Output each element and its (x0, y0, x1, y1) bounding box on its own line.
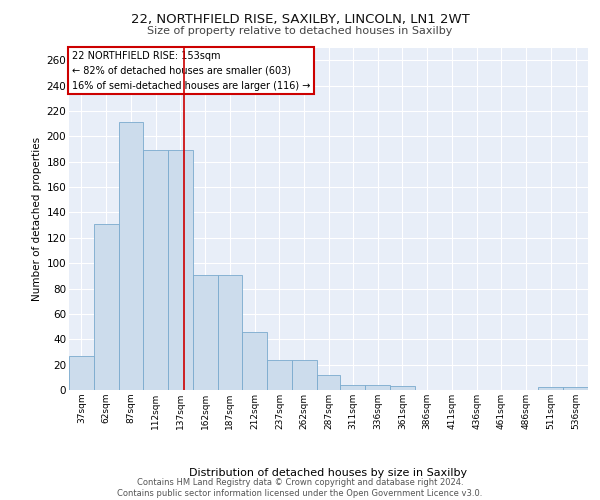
Text: Size of property relative to detached houses in Saxilby: Size of property relative to detached ho… (148, 26, 452, 36)
Text: 22 NORTHFIELD RISE: 153sqm
← 82% of detached houses are smaller (603)
16% of sem: 22 NORTHFIELD RISE: 153sqm ← 82% of deta… (71, 51, 310, 90)
Bar (317, 375, 340, 390)
Bar (69, 356, 94, 390)
Bar (168, 150, 193, 390)
Text: Contains HM Land Registry data © Crown copyright and database right 2024.
Contai: Contains HM Land Registry data © Crown c… (118, 478, 482, 498)
Bar (365, 385, 390, 390)
Bar (143, 150, 168, 390)
Bar (538, 388, 563, 390)
X-axis label: Distribution of detached houses by size in Saxilby: Distribution of detached houses by size … (190, 468, 467, 478)
Text: 22, NORTHFIELD RISE, SAXILBY, LINCOLN, LN1 2WT: 22, NORTHFIELD RISE, SAXILBY, LINCOLN, L… (131, 12, 469, 26)
Bar (94, 224, 119, 390)
Bar (193, 274, 218, 390)
Bar (242, 332, 267, 390)
Bar (340, 385, 365, 390)
Bar (119, 122, 143, 390)
Bar (563, 388, 588, 390)
Bar (218, 274, 242, 390)
Bar (390, 386, 415, 390)
Y-axis label: Number of detached properties: Number of detached properties (32, 136, 43, 301)
Bar (267, 360, 292, 390)
Bar (292, 360, 317, 390)
